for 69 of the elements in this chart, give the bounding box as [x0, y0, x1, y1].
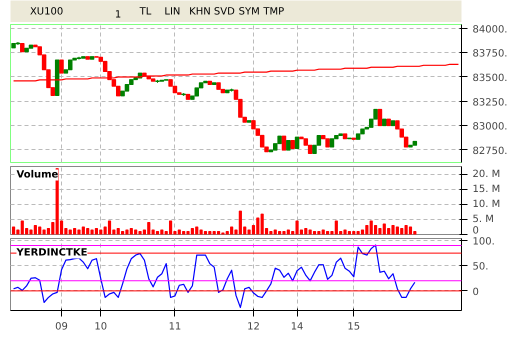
- y-tick-label: 84000.: [472, 24, 508, 36]
- bar: [391, 225, 395, 234]
- text: KHN: [189, 6, 211, 18]
- bar: [168, 220, 172, 234]
- candlestick: [378, 108, 382, 126]
- x-tick-label: 15: [347, 322, 360, 332]
- bar: [147, 222, 150, 234]
- y-tick-label: 83500.: [472, 72, 508, 84]
- bar: [20, 220, 24, 234]
- bar: [12, 226, 16, 234]
- y-tick-label: 82750.: [472, 146, 508, 157]
- bar: [90, 230, 94, 234]
- y-tick-label: 0: [472, 226, 479, 236]
- candlestick: [282, 136, 286, 151]
- text: 1: [114, 10, 122, 20]
- bar: [195, 226, 198, 234]
- bar: [116, 228, 120, 234]
- x-tick-label: 09: [55, 322, 68, 332]
- y-tick-label: 83750.: [472, 48, 508, 60]
- text: TL: [138, 6, 152, 18]
- bar: [216, 231, 220, 234]
- bar: [370, 220, 373, 234]
- bar: [138, 231, 142, 234]
- y-tick-label: 0: [472, 286, 479, 298]
- chart-title: Volume: [16, 170, 59, 180]
- bar: [274, 230, 277, 234]
- bar: [282, 231, 286, 234]
- bar: [186, 231, 190, 234]
- bar: [295, 220, 299, 234]
- text: SYM: [238, 6, 260, 18]
- x-tick-label: 10: [94, 322, 108, 332]
- x-tick-label: 11: [168, 322, 182, 332]
- y-tick-label: 20. M: [472, 169, 500, 180]
- y-tick-label: 100.: [472, 236, 495, 248]
- bar: [99, 230, 102, 234]
- y-tick-label: 83000.: [472, 122, 508, 133]
- candlestick: [59, 59, 64, 74]
- text: SVD: [214, 6, 236, 18]
- y-tick-label: 83250.: [472, 97, 508, 108]
- text: YERDINCTKE: [16, 248, 88, 258]
- bar: [108, 220, 112, 234]
- bar: [125, 230, 129, 234]
- y-tick-label: 50.: [472, 262, 488, 273]
- y-tick-label: 5. M: [472, 214, 494, 226]
- bar: [77, 230, 81, 234]
- candlestick: [294, 136, 300, 150]
- bar: [204, 231, 208, 234]
- bar: [38, 226, 42, 234]
- bar: [312, 231, 316, 234]
- bar: [86, 228, 90, 234]
- bar: [68, 230, 72, 234]
- bar: [322, 230, 325, 234]
- bar: [156, 231, 160, 234]
- bar: [400, 228, 404, 234]
- bar: [94, 228, 98, 234]
- x-tick-label: 14: [290, 322, 304, 332]
- y-tick-label: 15. M: [472, 184, 500, 196]
- y-tick-label: 10. M: [472, 199, 500, 210]
- bar: [42, 230, 46, 234]
- line-series: [12, 244, 416, 308]
- bar: [343, 230, 347, 234]
- x-tick-label: 12: [247, 322, 260, 332]
- bar: [304, 228, 308, 234]
- bar: [352, 231, 356, 234]
- text: TMP: [262, 6, 284, 18]
- candlestick: [286, 140, 291, 151]
- text: LIN: [164, 6, 180, 18]
- chart-title: XU100: [30, 6, 64, 18]
- bar: [408, 226, 412, 234]
